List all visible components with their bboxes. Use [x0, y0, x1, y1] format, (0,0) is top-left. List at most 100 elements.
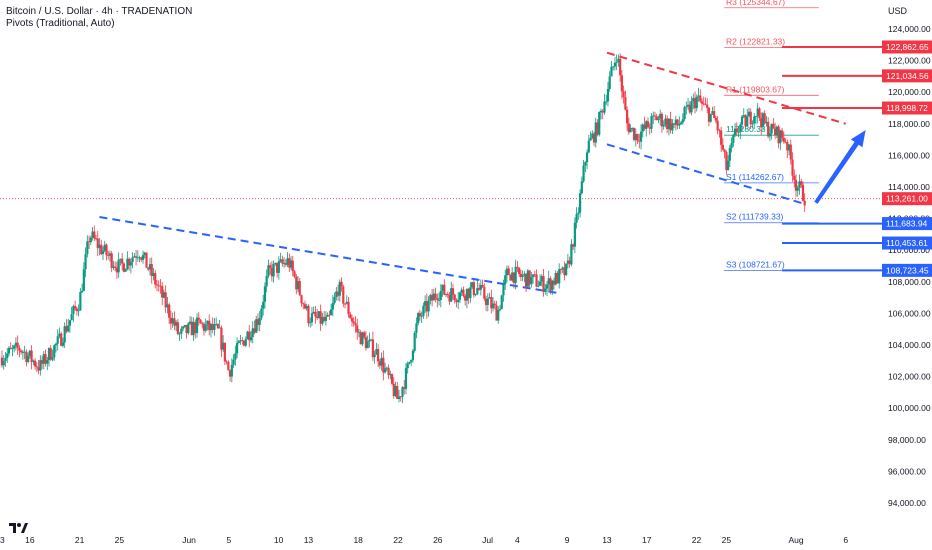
candle-body: [437, 299, 441, 301]
candle-body: [270, 267, 273, 277]
candle-body: [375, 349, 378, 355]
candle-body: [260, 308, 263, 318]
candle-body: [594, 122, 597, 143]
candle-body: [667, 118, 670, 129]
candle-body: [281, 259, 284, 264]
price-tick-label: 122,000.00: [888, 56, 931, 66]
currency-label[interactable]: USD: [888, 6, 908, 16]
candle-body: [735, 128, 738, 133]
symbol-title[interactable]: Bitcoin / U.S. Dollar · 4h · TRADENATION: [6, 6, 193, 17]
candle-body: [747, 111, 751, 117]
candle-body: [370, 339, 373, 341]
candle-body: [558, 269, 561, 284]
candle-body: [23, 351, 26, 353]
candle-body: [276, 262, 279, 273]
candle-body: [652, 115, 655, 117]
candle-body: [117, 259, 120, 273]
candle-body: [6, 353, 9, 358]
candle-body: [420, 315, 423, 317]
price-tick-label: 104,000.00: [888, 340, 931, 350]
candle-body: [713, 111, 716, 118]
price-tick-label: 96,000.00: [888, 466, 926, 476]
candle-body: [141, 255, 145, 260]
candle-body: [605, 101, 608, 103]
candle-body: [471, 282, 474, 288]
candle-body: [704, 103, 707, 105]
candle-body: [598, 112, 601, 135]
candle-body: [742, 115, 745, 117]
candle-body: [577, 212, 580, 214]
candle-body: [457, 299, 460, 303]
candle-body: [486, 298, 489, 305]
candle-body: [455, 300, 458, 303]
candle-body: [241, 340, 244, 341]
candle-body: [425, 301, 428, 312]
tradingview-logo-icon[interactable]: [8, 520, 28, 536]
candle-body: [234, 353, 237, 360]
candle-body: [446, 294, 449, 296]
candle-body: [542, 276, 545, 292]
time-tick-label: 25: [722, 535, 732, 545]
candle-body: [359, 332, 362, 345]
candle-body: [79, 291, 82, 311]
candle-body: [154, 273, 157, 285]
candle-body: [269, 265, 272, 268]
candle-body: [70, 314, 73, 321]
candle-body: [451, 288, 455, 295]
candle-body: [692, 98, 695, 102]
candle-body: [256, 319, 260, 325]
candle-body: [774, 128, 777, 136]
candle-body: [178, 333, 181, 335]
candle-body: [429, 295, 432, 301]
candle-body: [138, 257, 141, 259]
pivot-label-p: 117280.33: [726, 124, 766, 134]
candle-body: [87, 241, 91, 243]
candle-body: [643, 124, 646, 129]
candle-body: [751, 123, 754, 125]
candle-body: [387, 367, 390, 376]
candle-body: [7, 347, 11, 354]
price-tick-label: 116,000.00: [888, 150, 930, 160]
candle-body: [14, 342, 18, 346]
candle-body: [222, 342, 225, 350]
candle-body: [303, 304, 307, 309]
candle-body: [782, 137, 785, 142]
candle-body: [493, 303, 496, 306]
candle-body: [377, 349, 380, 362]
candle-body: [718, 130, 721, 132]
candle-body: [110, 253, 113, 268]
time-tick-label: 4: [515, 535, 520, 545]
indicator-label[interactable]: Pivots (Traditional, Auto): [6, 18, 115, 29]
candle-body: [767, 121, 770, 137]
candle-body: [584, 162, 587, 166]
candle-body: [552, 280, 556, 285]
candle-body: [580, 181, 583, 194]
candle-body: [323, 317, 326, 321]
candle-body: [94, 238, 98, 240]
candle-body: [615, 62, 618, 63]
candle-body: [636, 134, 639, 141]
time-tick-label: 6: [843, 535, 848, 545]
candle-body: [497, 310, 500, 321]
candle-body: [356, 325, 359, 333]
candle-body: [526, 270, 529, 287]
candle-body: [181, 326, 185, 329]
candle-body: [606, 89, 610, 102]
candle-body: [265, 275, 268, 287]
candle-body: [753, 116, 756, 124]
candle-body: [46, 359, 49, 364]
candle-body: [93, 231, 96, 239]
candle-body: [347, 301, 350, 315]
candle-body: [507, 268, 510, 275]
candle-body: [404, 368, 408, 389]
candle-body: [721, 144, 724, 150]
trendline-lower-channel: [606, 143, 807, 206]
candle-body: [777, 126, 780, 144]
candle-body: [201, 323, 204, 325]
candle-body: [662, 124, 665, 127]
candle-body: [634, 134, 637, 140]
candle-body: [472, 282, 475, 296]
candle-body: [401, 387, 404, 397]
candle-body: [319, 311, 322, 324]
